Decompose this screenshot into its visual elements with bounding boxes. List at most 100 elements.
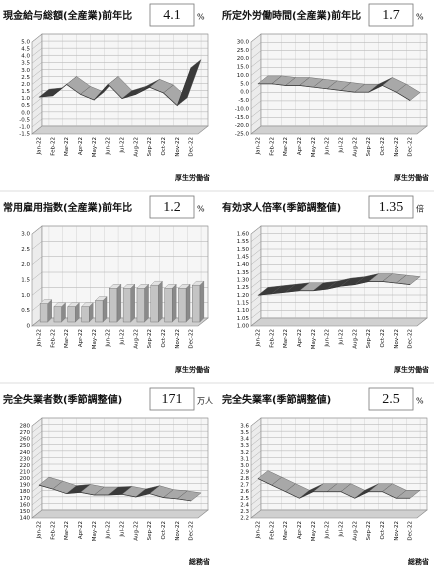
grid-line-side bbox=[31, 76, 43, 85]
y-tick-label: 2.8 bbox=[240, 476, 249, 482]
bar-side bbox=[158, 280, 163, 323]
grid-line-side bbox=[250, 92, 262, 101]
x-tick-label: May-22 bbox=[92, 329, 98, 349]
x-tick-label: Apr-22 bbox=[78, 137, 84, 155]
y-tick-label: 260 bbox=[20, 437, 31, 443]
headline-box bbox=[368, 195, 414, 219]
x-tick-label: Apr-22 bbox=[78, 521, 84, 539]
y-tick-label: 2.7 bbox=[240, 483, 249, 489]
y-tick-label: 2.5 bbox=[240, 496, 249, 502]
grid-line-side bbox=[250, 490, 262, 499]
chart-panel: 常用雇用指数(全産業)前年比 1.2 % 0 0.5 1.0 1.5 2.0 2.5 3.0 Jan… bbox=[3, 195, 210, 374]
chart-panel: 所定外労働時間(全産業)前年比 1.7 % -25.0 -20.0 -15.0 -10.0 -… bbox=[222, 3, 429, 182]
headline-box bbox=[149, 3, 195, 27]
headline-value: 171 bbox=[162, 392, 183, 407]
y-tick-label: 3.3 bbox=[240, 443, 249, 449]
y-tick-label: 160 bbox=[20, 502, 31, 508]
x-tick-label: Aug-22 bbox=[352, 329, 358, 349]
y-tick-label: 1.35 bbox=[237, 270, 250, 276]
x-tick-label: May-22 bbox=[311, 521, 317, 541]
grid-line-side bbox=[250, 302, 262, 311]
x-tick-label: Jul-22 bbox=[338, 137, 344, 154]
grid-line-side bbox=[250, 117, 262, 126]
grid-line-side bbox=[250, 424, 262, 433]
chart-title: 現金給与総額(全産業)前年比 bbox=[3, 9, 132, 22]
bar bbox=[136, 288, 145, 323]
y-tick-label: 4.0 bbox=[21, 54, 30, 60]
chart-panel: 完全失業率(季節調整値) 2.5 %2.22.32.42.52.62.72.82.9… bbox=[222, 387, 429, 566]
x-tick-label: May-22 bbox=[311, 329, 317, 349]
x-tick-label: Mar-22 bbox=[283, 137, 289, 156]
grid-line-side bbox=[31, 271, 43, 281]
y-tick-label: 1.50 bbox=[237, 247, 250, 253]
grid-line-side bbox=[250, 457, 262, 466]
y-tick-label: -5.0 bbox=[238, 98, 249, 104]
bar-top bbox=[191, 281, 205, 286]
y-tick-label: 3.2 bbox=[240, 450, 249, 456]
x-tick-label: Dec-22 bbox=[408, 137, 414, 157]
grid-line-side bbox=[250, 310, 262, 319]
y-tick-label: 1.60 bbox=[237, 232, 250, 238]
grid-line-side bbox=[250, 450, 262, 460]
x-tick-label: Aug-22 bbox=[352, 137, 358, 157]
floor bbox=[31, 125, 209, 135]
y-tick-label: 1.0 bbox=[21, 96, 30, 102]
bar bbox=[95, 300, 104, 323]
x-tick-label: Jul-22 bbox=[338, 329, 344, 346]
x-tick-label: Jun-22 bbox=[106, 137, 112, 156]
y-tick-label: 25.0 bbox=[237, 48, 250, 54]
x-tick-label: Jun-22 bbox=[325, 137, 331, 156]
source-label: 厚生労働省 bbox=[394, 173, 429, 182]
floor bbox=[250, 317, 428, 327]
x-tick-label: Jun-22 bbox=[106, 329, 112, 348]
x-tick-label: Nov-22 bbox=[394, 137, 400, 157]
x-tick-label: Apr-22 bbox=[297, 137, 303, 155]
x-tick-label: Sep-22 bbox=[366, 137, 372, 156]
x-tick-label: Dec-22 bbox=[189, 137, 195, 157]
x-tick-label: Jan-22 bbox=[36, 329, 42, 347]
grid-line-side bbox=[31, 430, 43, 440]
headline-value: 1.35 bbox=[379, 200, 404, 215]
y-tick-label: 0.5 bbox=[21, 308, 30, 314]
y-tick-label: 1.00 bbox=[237, 324, 250, 330]
y-tick-label: 1.55 bbox=[237, 239, 250, 245]
x-tick-label: May-22 bbox=[311, 137, 317, 157]
y-tick-label: 1.15 bbox=[237, 301, 250, 307]
y-tick-label: 280 bbox=[20, 424, 31, 430]
grid-line-side bbox=[31, 470, 43, 479]
bar-top bbox=[136, 284, 149, 289]
x-tick-label: Dec-22 bbox=[408, 329, 414, 349]
grid-line-side bbox=[31, 503, 43, 512]
y-tick-label: 1.30 bbox=[237, 278, 250, 284]
grid-line-side bbox=[250, 33, 262, 43]
x-tick-label: Oct-22 bbox=[161, 137, 167, 156]
source-label: 総務省 bbox=[408, 557, 429, 566]
chart-title: 所定外労働時間(全産業)前年比 bbox=[222, 9, 361, 22]
bar-side bbox=[172, 283, 177, 323]
x-tick-label: Jul-22 bbox=[119, 137, 125, 154]
x-tick-label: Jan-22 bbox=[36, 521, 42, 539]
source-label: 厚生労働省 bbox=[175, 173, 210, 182]
grid-line-side bbox=[250, 84, 262, 93]
grid-line-side bbox=[31, 97, 43, 106]
chart-title: 完全失業率(季節調整値) bbox=[222, 393, 331, 406]
y-tick-label: 220 bbox=[20, 463, 31, 469]
y-tick-label: 10.0 bbox=[237, 73, 250, 79]
grid-line-side bbox=[31, 104, 43, 113]
chart-panel: 有効求人倍率(季節調整値) 1.35 倍 1.00 1.05 1.101.15 1.20 1.… bbox=[222, 195, 429, 374]
series-line bbox=[38, 67, 192, 107]
bar bbox=[67, 306, 76, 323]
x-tick-label: Jun-22 bbox=[106, 521, 112, 540]
headline-value: 2.5 bbox=[382, 392, 400, 407]
y-tick-label: 3.0 bbox=[240, 463, 249, 469]
bar bbox=[192, 284, 201, 323]
bar-side bbox=[130, 283, 135, 323]
source-label: 厚生労働省 bbox=[175, 365, 210, 374]
y-tick-label: 240 bbox=[20, 450, 31, 456]
headline-box bbox=[149, 387, 195, 411]
y-tick-label: -20.0 bbox=[235, 123, 250, 129]
grid-line-side bbox=[250, 444, 262, 453]
x-tick-label: Jan-22 bbox=[255, 137, 261, 155]
x-tick-label: Aug-22 bbox=[133, 137, 139, 157]
x-tick-label: Oct-22 bbox=[161, 329, 167, 348]
